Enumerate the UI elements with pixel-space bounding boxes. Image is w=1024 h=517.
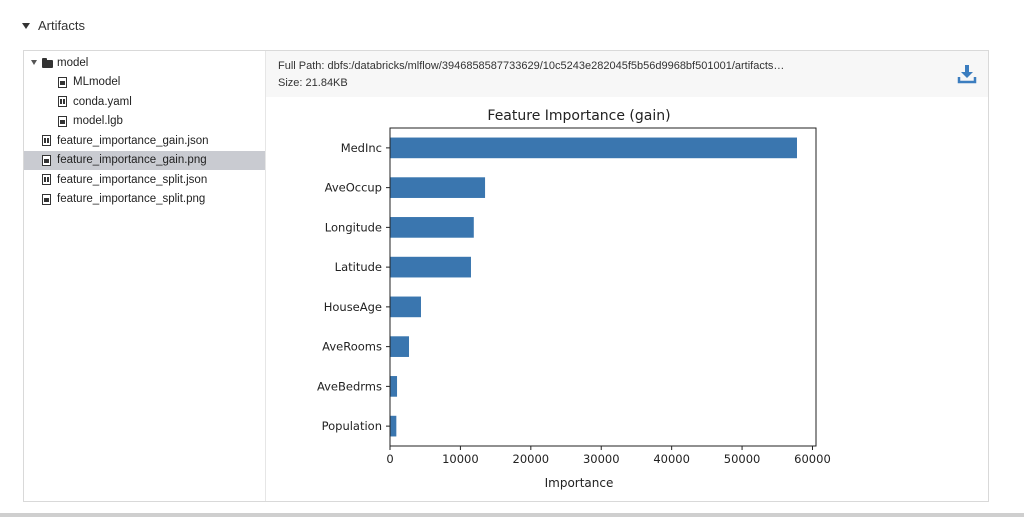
tree-item-label: model bbox=[57, 56, 89, 69]
x-tick-label: 20000 bbox=[513, 452, 550, 466]
tree-item[interactable]: feature_importance_split.png bbox=[24, 190, 265, 210]
artifact-tree: model MLmodel conda.yaml model.lgb feature_i… bbox=[24, 51, 266, 501]
x-tick-label: 30000 bbox=[583, 452, 620, 466]
tree-item[interactable]: MLmodel bbox=[24, 73, 265, 93]
download-button[interactable] bbox=[956, 63, 978, 85]
x-tick-label: 50000 bbox=[724, 452, 761, 466]
y-tick-label: AveBedrms bbox=[317, 379, 382, 393]
bottom-divider bbox=[0, 513, 1024, 517]
chart-bar bbox=[390, 376, 398, 397]
caret-down-icon bbox=[22, 22, 30, 29]
y-tick-label: AveOccup bbox=[325, 181, 382, 195]
tree-item-label: MLmodel bbox=[73, 76, 121, 89]
x-tick-label: 0 bbox=[386, 452, 393, 466]
chart-bar bbox=[390, 336, 410, 357]
full-path-label: Full Path: bbox=[278, 60, 325, 72]
feature-importance-chart-svg: Feature Importance (gain) MedInc AveOccup… bbox=[317, 108, 831, 490]
size-value: 21.84KB bbox=[305, 77, 348, 89]
tree-item-label: model.lgb bbox=[73, 115, 123, 128]
chart-bar bbox=[390, 217, 474, 238]
download-icon bbox=[957, 65, 977, 84]
tree-item[interactable]: model bbox=[24, 53, 265, 73]
artifacts-section-toggle[interactable]: Artifacts bbox=[22, 18, 85, 33]
image-file-icon bbox=[42, 154, 51, 166]
chart-bar bbox=[390, 137, 797, 159]
tree-item-label: feature_importance_gain.png bbox=[57, 154, 207, 167]
size-label: Size: bbox=[278, 77, 303, 89]
code-file-icon bbox=[42, 135, 51, 146]
tree-item[interactable]: model.lgb bbox=[24, 112, 265, 132]
artifacts-panel: model MLmodel conda.yaml model.lgb feature_i… bbox=[23, 50, 989, 502]
y-tick-label: Longitude bbox=[325, 220, 382, 234]
chart-bar bbox=[390, 177, 486, 198]
plot-frame bbox=[389, 127, 817, 447]
y-tick-label: HouseAge bbox=[324, 300, 382, 314]
tree-item[interactable]: feature_importance_gain.png bbox=[24, 150, 265, 170]
file-size: Size: 21.84KB bbox=[278, 77, 348, 89]
x-tick-label: 10000 bbox=[442, 452, 479, 466]
artifact-detail: Full Path: dbfs:/databricks/mlflow/39468… bbox=[266, 51, 988, 501]
tree-item[interactable]: feature_importance_split.json bbox=[24, 170, 265, 190]
full-path-value: dbfs:/databricks/mlflow/3946858587733629… bbox=[327, 60, 785, 72]
caret-down-icon[interactable] bbox=[31, 60, 37, 65]
feature-importance-chart: Feature Importance (gain) MedInc AveOccup… bbox=[266, 97, 988, 501]
tree-item-label: feature_importance_split.json bbox=[57, 173, 208, 186]
x-tick-label: 60000 bbox=[794, 452, 831, 466]
y-tick-label: Population bbox=[322, 419, 382, 433]
full-path: Full Path: dbfs:/databricks/mlflow/39468… bbox=[278, 60, 818, 72]
tree-item[interactable]: feature_importance_gain.json bbox=[24, 131, 265, 151]
artifact-detail-header: Full Path: dbfs:/databricks/mlflow/39468… bbox=[266, 51, 988, 97]
chart-bar bbox=[390, 296, 421, 318]
tree-item-label: conda.yaml bbox=[73, 95, 132, 108]
code-file-icon bbox=[58, 96, 67, 107]
artifacts-title: Artifacts bbox=[38, 18, 85, 33]
image-file-icon bbox=[42, 193, 51, 205]
file-icon bbox=[58, 115, 67, 127]
y-tick-label: MedInc bbox=[341, 141, 382, 155]
tree-item[interactable]: conda.yaml bbox=[24, 92, 265, 112]
x-tick-label: 40000 bbox=[653, 452, 690, 466]
y-tick-label: AveRooms bbox=[322, 340, 382, 354]
folder-icon bbox=[42, 58, 53, 68]
tree-item-label: feature_importance_gain.json bbox=[57, 134, 209, 147]
chart-bar bbox=[390, 415, 397, 437]
y-tick-label: Latitude bbox=[335, 260, 382, 274]
tree-item-label: feature_importance_split.png bbox=[57, 193, 206, 206]
code-file-icon bbox=[42, 174, 51, 185]
file-icon bbox=[58, 76, 67, 88]
chart-bar bbox=[390, 256, 471, 278]
x-axis-label: Importance bbox=[545, 476, 614, 490]
chart-title: Feature Importance (gain) bbox=[487, 108, 670, 124]
